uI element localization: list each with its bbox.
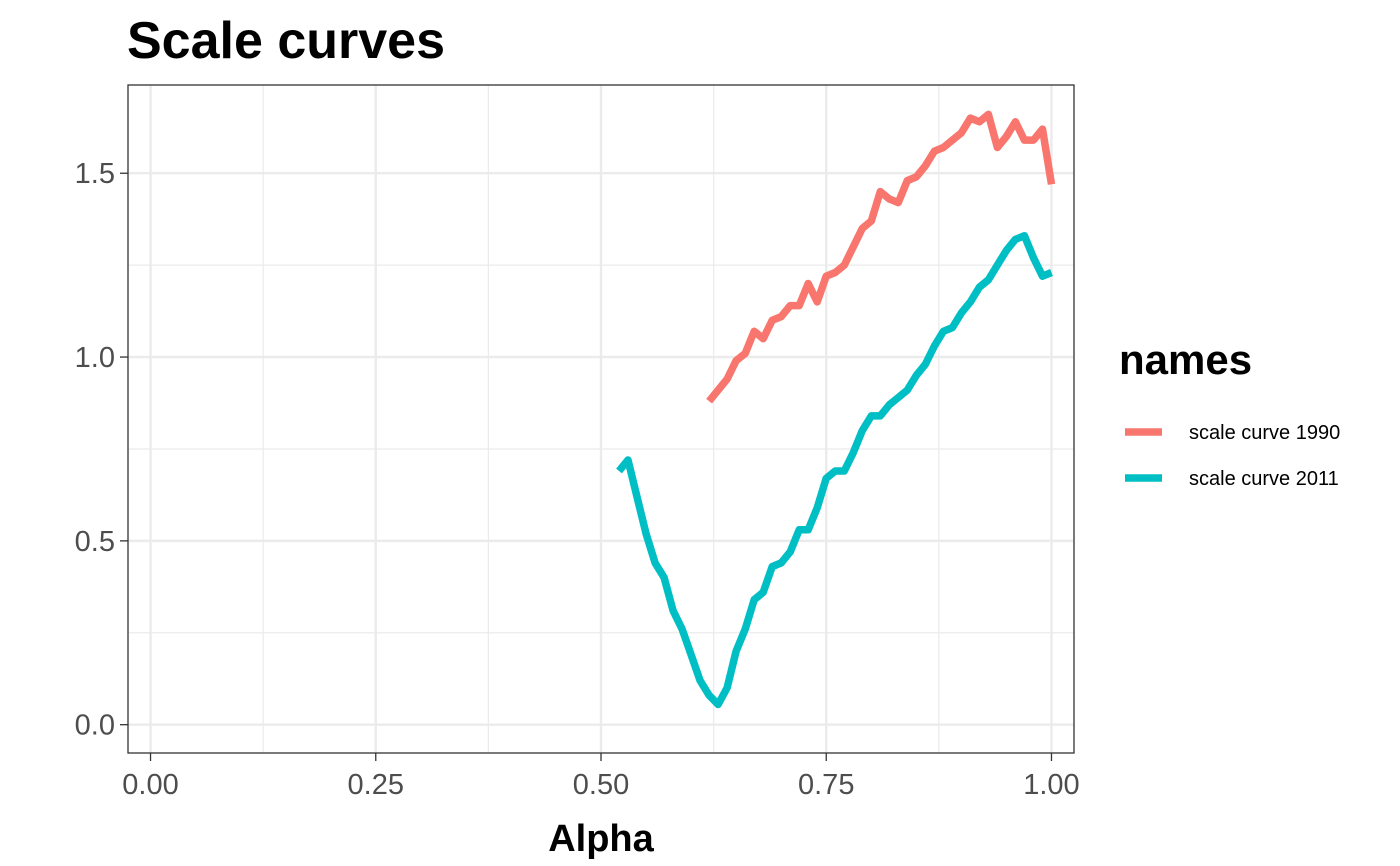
series-line-2 — [616, 231, 1053, 709]
legend: names scale curve 1990 scale curve 2011 — [1119, 336, 1340, 490]
x-axis-title: Alpha — [548, 818, 654, 860]
y-tick-label: 0.5 — [75, 526, 115, 558]
x-tick-label: 0.75 — [798, 769, 854, 801]
series-lines — [616, 110, 1056, 709]
legend-label-2: scale curve 2011 — [1189, 468, 1339, 490]
y-tick-label: 1.0 — [75, 342, 115, 374]
y-tick-label: 1.5 — [75, 158, 115, 190]
x-tick-label: 0.25 — [348, 769, 404, 801]
series-line-1 — [706, 110, 1056, 404]
y-tick-label: 0.0 — [75, 710, 115, 742]
legend-label-1: scale curve 1990 — [1189, 422, 1340, 444]
x-axis: 0.00 0.25 0.50 0.75 1.00 — [122, 753, 1080, 801]
x-tick-label: 0.00 — [122, 769, 178, 801]
major-gridlines — [128, 85, 1074, 753]
chart-title: Scale curves — [127, 12, 445, 70]
y-axis: 0.0 0.5 1.0 1.5 — [75, 158, 128, 742]
x-tick-label: 0.50 — [573, 769, 629, 801]
legend-title: names — [1119, 336, 1252, 383]
x-tick-label: 1.00 — [1023, 769, 1079, 801]
